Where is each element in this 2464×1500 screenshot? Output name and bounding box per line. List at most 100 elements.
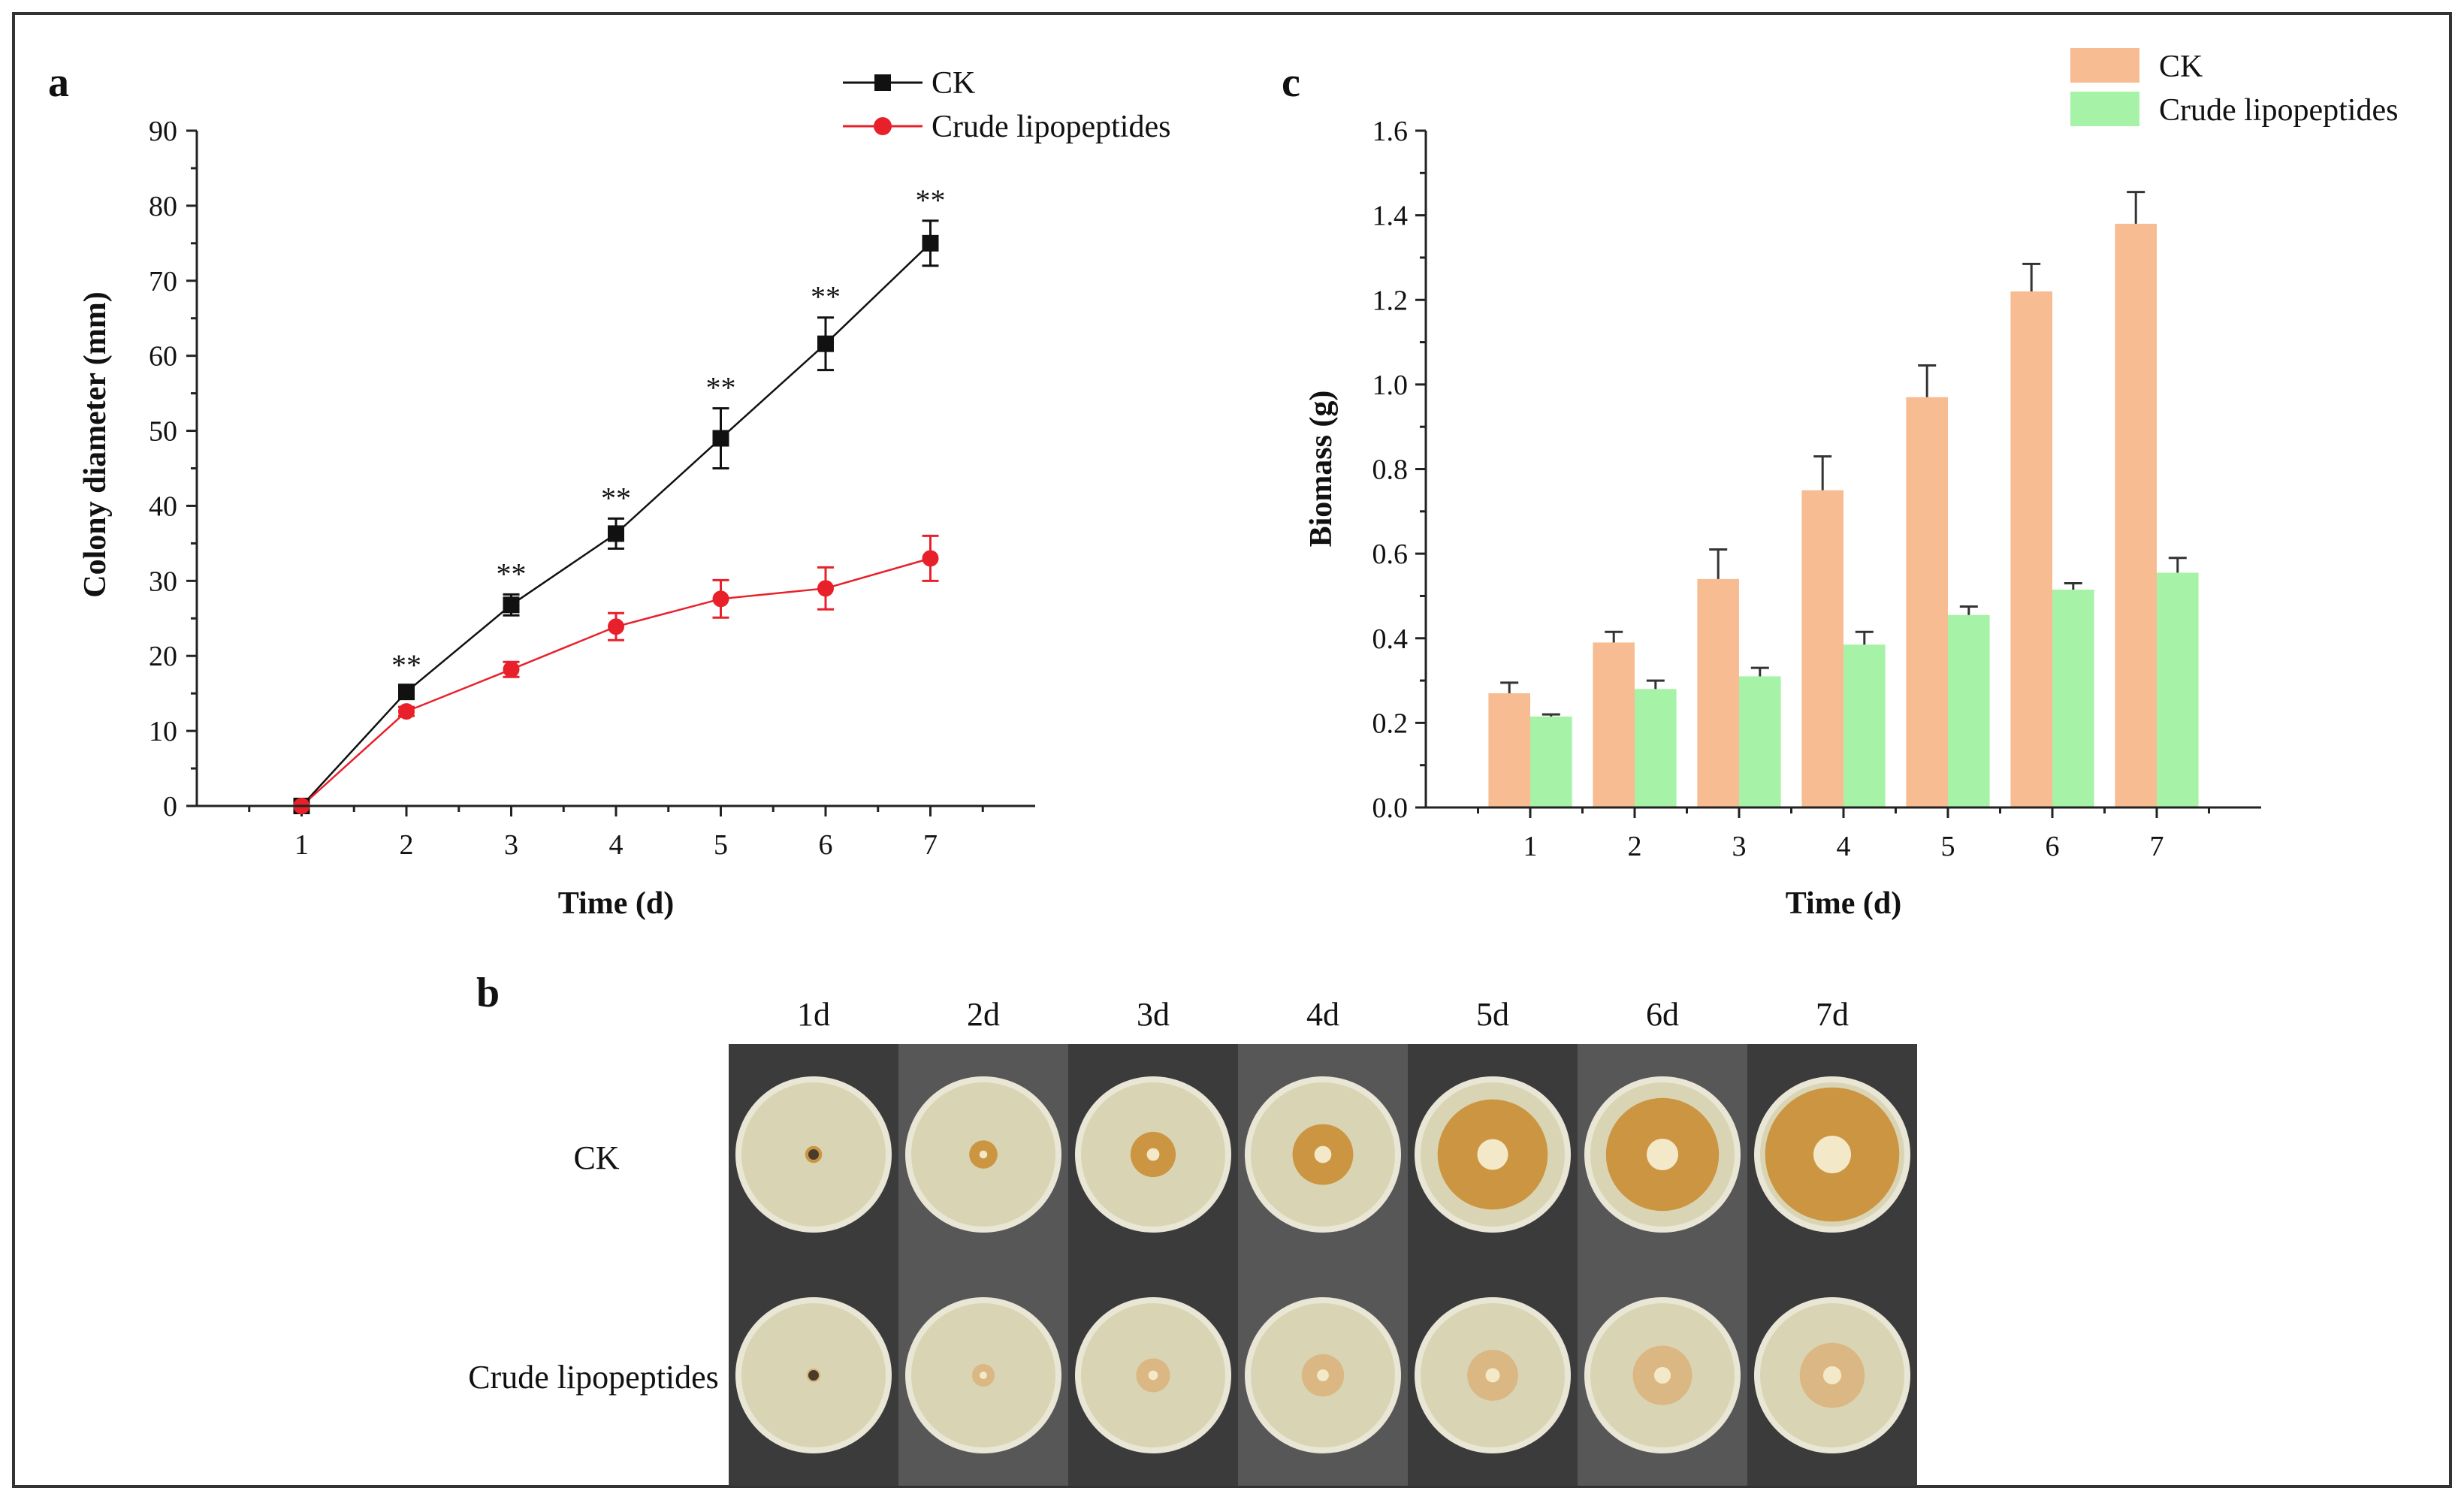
bar-ck xyxy=(1697,578,1739,807)
legend-c-ck-label: CK xyxy=(2159,50,2203,84)
y-tick-label: 30 xyxy=(149,566,177,597)
x-tick-label: 2 xyxy=(400,829,414,861)
y-tick-label: 90 xyxy=(149,116,177,147)
x-tick-label: 3 xyxy=(1732,831,1747,862)
x-tick-label: 6 xyxy=(2046,831,2060,862)
y-tick-label: 0.8 xyxy=(1372,454,1409,486)
y-tick-label: 10 xyxy=(149,716,177,747)
x-tick-label: 6 xyxy=(819,829,833,861)
bar-ck xyxy=(1906,397,1948,807)
y-tick-label: 1.2 xyxy=(1372,285,1409,316)
panel-b-letter: b xyxy=(476,970,500,1016)
day-label: 6d xyxy=(1646,996,1679,1033)
petri-dish-photo xyxy=(1408,1044,1578,1265)
petri-dish-photo xyxy=(1747,1265,1917,1486)
colony-center xyxy=(1653,1366,1671,1384)
panel-a-legend: CK Crude lipopeptides xyxy=(843,66,1170,144)
row-label-ck: CK xyxy=(573,1139,619,1176)
colony-center xyxy=(1148,1370,1158,1381)
bar-ck xyxy=(2010,291,2052,807)
panel-a-ticks: 0 10 20 30 40 50 60 70 80 90 1 2 3 4 5 6 7 xyxy=(149,116,984,861)
x-tick-label: 2 xyxy=(1628,831,1642,862)
legend-ck-label: CK xyxy=(932,66,975,101)
petri-dish-photo xyxy=(1068,1265,1238,1486)
row-label-crude: Crude lipopeptides xyxy=(468,1359,719,1396)
bar-ck xyxy=(1488,693,1530,807)
panel-a-letter: a xyxy=(48,59,69,106)
day-label: 2d xyxy=(967,996,1000,1033)
petri-dish-photo-grid xyxy=(729,1044,1917,1486)
colony-center xyxy=(1317,1369,1329,1381)
petri-dish-photo xyxy=(898,1265,1068,1486)
bar-ck xyxy=(2115,223,2157,807)
x-tick-label: 1 xyxy=(294,829,309,861)
data-point-crude xyxy=(817,580,834,597)
y-tick-label: 20 xyxy=(149,641,177,672)
bar-crude xyxy=(1635,689,1677,807)
legend-c-crude-label: Crude lipopeptides xyxy=(2159,93,2398,128)
bar-crude xyxy=(1948,614,1990,807)
petri-dish-photo xyxy=(898,1044,1068,1265)
inoculum-plug xyxy=(808,1370,819,1381)
legend-crude-label: Crude lipopeptides xyxy=(932,110,1170,144)
y-tick-label: 0.0 xyxy=(1372,792,1409,824)
y-tick-label: 0.6 xyxy=(1372,539,1409,570)
panel-b: b 1d 2d 3d 4d 5d 6d 7d CK Crude lipopeptides xyxy=(468,970,1917,1486)
significance-marker: ** xyxy=(391,648,421,682)
day-label: 1d xyxy=(797,996,830,1033)
day-label: 4d xyxy=(1306,996,1339,1033)
colony-center xyxy=(979,1150,988,1159)
colony-center xyxy=(1146,1148,1160,1161)
colony-center xyxy=(1813,1135,1852,1174)
legend-crude-swatch xyxy=(2070,92,2139,126)
petri-dish-photo xyxy=(1578,1265,1747,1486)
colony-center xyxy=(1646,1138,1679,1171)
significance-marker: ** xyxy=(916,183,946,217)
y-tick-label: 40 xyxy=(149,490,177,522)
day-label: 3d xyxy=(1137,996,1170,1033)
y-tick-label: 70 xyxy=(149,266,177,297)
data-point-ck xyxy=(503,596,520,614)
y-tick-label: 80 xyxy=(149,191,177,222)
panel-c-legend: CK Crude lipopeptides xyxy=(2070,48,2398,128)
petri-dish-photo xyxy=(1068,1044,1238,1265)
petri-dish-photo xyxy=(1238,1044,1408,1265)
data-point-ck xyxy=(608,525,624,542)
legend-ck-marker xyxy=(874,74,891,91)
x-tick-label: 4 xyxy=(609,829,624,861)
data-point-crude xyxy=(922,550,939,567)
colony-center xyxy=(1822,1366,1842,1385)
petri-dish-photo xyxy=(1747,1044,1917,1265)
panel-b-day-labels: 1d 2d 3d 4d 5d 6d 7d xyxy=(797,996,1849,1033)
significance-marker: ** xyxy=(811,280,841,314)
bar-ck xyxy=(1593,642,1635,807)
x-tick-label: 4 xyxy=(1837,831,1851,862)
x-tick-label: 7 xyxy=(2150,831,2164,862)
panel-a-markers xyxy=(293,234,939,814)
x-tick-label: 3 xyxy=(504,829,518,861)
x-tick-label: 5 xyxy=(1941,831,1955,862)
bar-crude xyxy=(1739,676,1781,807)
data-point-ck xyxy=(922,234,939,252)
data-point-ck xyxy=(712,430,729,447)
colony-center xyxy=(980,1372,987,1379)
colony-center xyxy=(1485,1368,1500,1383)
data-point-ck xyxy=(817,335,834,352)
y-tick-label: 1.6 xyxy=(1372,116,1409,147)
figure-frame xyxy=(12,12,2452,1488)
colony-center xyxy=(1477,1139,1508,1170)
y-tick-label: 50 xyxy=(149,416,177,448)
data-point-crude xyxy=(608,618,624,635)
panel-c-y-axis-title: Biomass (g) xyxy=(1304,391,1339,548)
data-point-crude xyxy=(503,661,520,678)
panel-c-ticks: 0.0 0.2 0.4 0.6 0.8 1.0 1.2 1.4 1.6 1 2 3 4 5 6 7 xyxy=(1372,116,2210,862)
bar-crude xyxy=(1843,644,1886,807)
petri-dish-photo xyxy=(729,1265,898,1486)
data-point-crude xyxy=(712,590,729,608)
panel-c-letter: c xyxy=(1282,59,1300,106)
panel-c-x-axis-title: Time (d) xyxy=(1786,886,1901,921)
y-tick-label: 60 xyxy=(149,341,177,373)
panel-c-error-bars xyxy=(1500,191,2187,717)
